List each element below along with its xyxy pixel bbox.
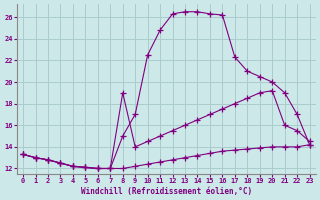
X-axis label: Windchill (Refroidissement éolien,°C): Windchill (Refroidissement éolien,°C) [81, 187, 252, 196]
